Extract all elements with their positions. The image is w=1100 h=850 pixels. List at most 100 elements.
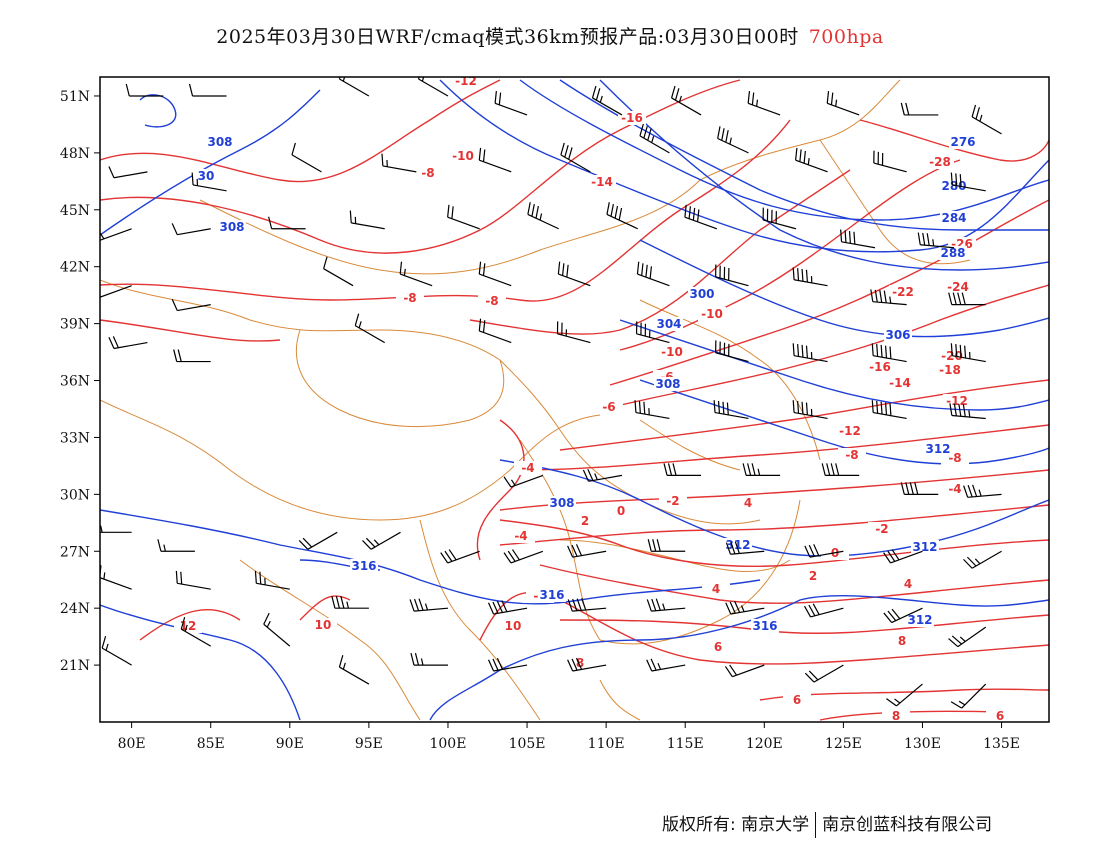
title-main: 2025年03月30日WRF/cmaq模式36km预报产品:03月30日00时 [216, 26, 799, 48]
height-contour-label: 312 [725, 538, 750, 552]
lat-tick-label: 51N [60, 89, 90, 105]
wind-barb [503, 549, 544, 564]
temp-label-bg [941, 482, 969, 496]
temp-contour-label: -14 [889, 376, 911, 390]
height-label-bg [548, 496, 576, 510]
temp-contour-label: -12 [455, 74, 477, 88]
wind-barb [101, 636, 132, 666]
temp-contour-label: 0 [617, 504, 625, 518]
wind-barb [125, 83, 164, 97]
wind-barb [792, 343, 828, 363]
temp-label-bg [944, 280, 972, 294]
wind-barb [254, 570, 290, 590]
wind-barb [410, 652, 448, 666]
lon-tick-label: 100E [429, 736, 466, 752]
temp-contour-label: -4 [514, 529, 527, 543]
footer-right: 南京创蓝科技有限公司 [822, 815, 993, 835]
temp-contour-label: 12 [180, 619, 197, 633]
wind-barb [663, 463, 702, 476]
temp-label-bg [704, 640, 732, 654]
wind-barb [100, 565, 132, 590]
wind-barb [362, 531, 401, 550]
temp-contour-label: -2 [875, 522, 888, 536]
temp-contour-label: 4 [712, 582, 720, 596]
map-frame [99, 76, 1050, 723]
height-label-bg [939, 246, 967, 260]
wind-barb [487, 657, 528, 672]
temp-contour-label: 4 [904, 577, 912, 591]
lat-tick-label: 21N [60, 658, 90, 674]
temp-contour-label: 6 [793, 693, 801, 707]
temp-label-bg [618, 111, 646, 125]
wind-barb [715, 264, 749, 287]
temp-label-bg [571, 514, 599, 528]
wind-barb [108, 336, 148, 350]
height-label-bg [350, 559, 378, 573]
temp-label-bg [938, 349, 966, 363]
wind-barb [323, 256, 354, 287]
wind-barb [338, 77, 370, 97]
wind-barb [804, 544, 844, 558]
wind-barb [886, 683, 923, 707]
wind-barb [567, 544, 607, 558]
wind-barb [171, 223, 211, 236]
height-label-bg [949, 135, 977, 149]
temp-label-bg [452, 77, 480, 88]
temp-contour-label: 2 [581, 514, 589, 528]
wind-barb [742, 463, 781, 476]
lon-tick-label: 135E [983, 736, 1020, 752]
temp-contour-label: -6 [602, 400, 615, 414]
wind-barb [792, 267, 828, 287]
wind-barb [634, 400, 670, 420]
height-label-bg [538, 588, 566, 602]
wind-barb [671, 85, 702, 116]
temp-label-bg [838, 448, 866, 462]
wind-barb [639, 123, 670, 154]
height-contour-label: 280 [941, 179, 966, 193]
wind-barb [646, 598, 686, 612]
wind-barb [804, 603, 844, 618]
wind-barb [883, 607, 923, 624]
height-contour-label: 306 [885, 328, 910, 342]
lat-tick-label: 24N [60, 601, 90, 617]
wind-barb [100, 525, 132, 533]
temp-contour-label: -12 [839, 424, 861, 438]
temp-contour-label: -12 [946, 394, 968, 408]
wind-barb [917, 232, 955, 249]
wind-barb [349, 210, 385, 230]
wind-barb [478, 318, 512, 344]
height-contour-label: 316 [351, 559, 376, 573]
wind-barb [188, 83, 227, 97]
wind-barb [591, 85, 623, 116]
wind-barb [870, 289, 907, 306]
lon-tick-label: 110E [588, 736, 625, 752]
lon-tick-label: 85E [197, 736, 225, 752]
temp-contour-label: 10 [505, 619, 522, 633]
temp-label-bg [734, 496, 762, 510]
wind-barb [948, 626, 987, 648]
wind-barb [950, 343, 986, 363]
wind-barb [821, 463, 860, 476]
wind-barb [725, 600, 765, 615]
temp-label-bg [783, 693, 811, 707]
lat-tick-label: 36N [60, 374, 90, 390]
wind-barb [606, 202, 639, 230]
wind-barb [883, 549, 923, 564]
temp-label-bg [514, 461, 542, 475]
wind-barb [298, 531, 338, 550]
temp-label-bg [658, 345, 686, 359]
height-label-bg [206, 135, 234, 149]
height-label-bg [192, 169, 220, 183]
wind-barb [747, 90, 781, 116]
lat-tick-label: 45N [60, 203, 90, 219]
title-level: 700hpa [808, 26, 884, 48]
height-contour-label: 276 [950, 135, 975, 149]
temp-contour-label: 8 [892, 709, 900, 723]
temp-label-bg [799, 569, 827, 583]
wind-barb [263, 612, 291, 647]
temp-contour-label: -8 [403, 291, 416, 305]
lon-tick-label: 95E [355, 736, 383, 752]
height-label-bg [218, 220, 246, 234]
temp-contour-label: 8 [576, 656, 584, 670]
temp-label-bg [659, 494, 687, 508]
